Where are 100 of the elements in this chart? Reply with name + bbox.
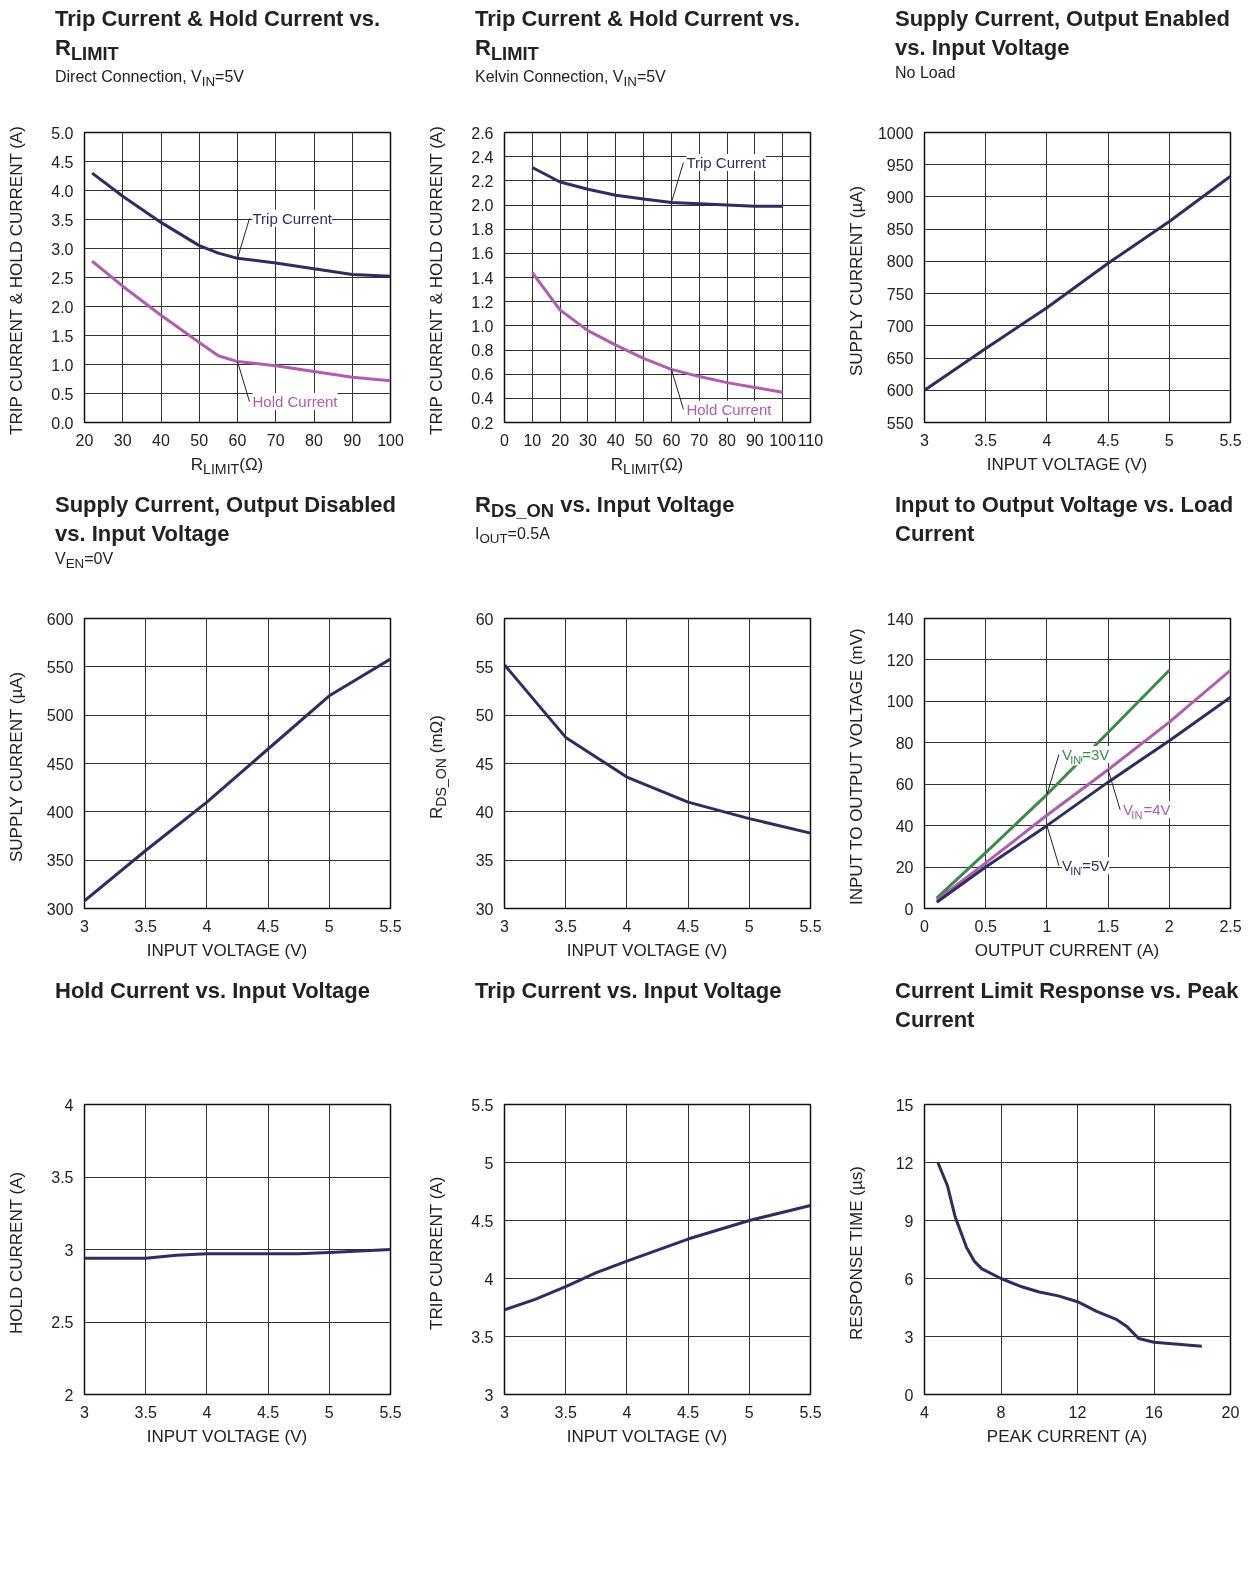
y-tick-label: 5.0 bbox=[51, 124, 74, 142]
line-series bbox=[90, 259, 391, 383]
x-axis-title: OUTPUT CURRENT (A) bbox=[974, 940, 1160, 962]
y-tick-label: 3.5 bbox=[471, 1328, 494, 1346]
y-tick-label: 600 bbox=[886, 382, 914, 400]
chart-title: Current Limit Response vs. Peak Current bbox=[895, 977, 1240, 1034]
y-tick-label: 55 bbox=[475, 658, 494, 676]
x-tick-label: 5 bbox=[324, 917, 334, 935]
chart-subtitle: V$_{EN}$=0V bbox=[55, 549, 115, 574]
y-tick-label: 4.0 bbox=[51, 182, 74, 200]
y-tick-label: 4 bbox=[484, 1270, 494, 1288]
y-tick-label: 5 bbox=[484, 1154, 494, 1172]
line-series bbox=[504, 1203, 811, 1312]
x-axis-title: R$_{LIMIT}$(Ω) bbox=[190, 454, 264, 480]
x-tick-label: 20 bbox=[75, 431, 94, 449]
x-tick-label: 3.5 bbox=[974, 431, 997, 449]
chart-title: Input to Output Voltage vs. Load Current bbox=[895, 491, 1235, 548]
y-tick-label: 1.4 bbox=[471, 269, 494, 287]
x-tick-label: 5 bbox=[1164, 431, 1174, 449]
y-tick-label: 1.5 bbox=[51, 327, 74, 345]
x-tick-label: 4.5 bbox=[1096, 431, 1120, 449]
y-tick-label: 15 bbox=[895, 1096, 914, 1114]
x-tick-label: 70 bbox=[690, 431, 709, 449]
line-series bbox=[935, 668, 1171, 900]
x-axis-title: INPUT VOLTAGE (V) bbox=[986, 454, 1148, 476]
y-tick-label: 700 bbox=[886, 317, 914, 335]
y-tick-label: 1.6 bbox=[471, 245, 494, 263]
x-tick-label: 8 bbox=[996, 1403, 1006, 1421]
x-tick-label: 40 bbox=[152, 431, 170, 449]
x-tick-label: 0 bbox=[500, 431, 510, 449]
y-tick-label: 1.0 bbox=[51, 356, 74, 374]
chart-subtitle: No Load bbox=[895, 63, 957, 84]
y-axis-title: HOLD CURRENT (A) bbox=[6, 1171, 27, 1335]
y-tick-label: 650 bbox=[886, 350, 914, 368]
x-tick-label: 50 bbox=[634, 431, 653, 449]
x-tick-label: 3.5 bbox=[554, 1403, 577, 1421]
y-tick-label: 850 bbox=[886, 221, 914, 239]
y-axis-title: SUPPLY CURRENT (µA) bbox=[846, 185, 867, 377]
x-tick-label: 3.5 bbox=[134, 1403, 157, 1421]
x-tick-label: 4 bbox=[202, 1403, 212, 1421]
x-tick-label: 4 bbox=[202, 917, 212, 935]
y-tick-label: 0.2 bbox=[471, 414, 494, 432]
y-tick-label: 0 bbox=[904, 1386, 914, 1404]
y-tick-label: 3 bbox=[64, 1241, 74, 1259]
y-tick-label: 40 bbox=[895, 817, 914, 835]
y-tick-label: 3.0 bbox=[51, 240, 74, 258]
x-tick-label: 3 bbox=[500, 917, 510, 935]
x-tick-label: 20 bbox=[1221, 1403, 1240, 1421]
x-tick-label: 90 bbox=[745, 431, 764, 449]
y-tick-label: 4.5 bbox=[51, 153, 74, 171]
y-tick-label: 4.5 bbox=[471, 1212, 494, 1230]
y-tick-label: 2.5 bbox=[51, 269, 74, 287]
y-tick-label: 400 bbox=[46, 803, 74, 821]
chart-subtitle: I$_{OUT}$=0.5A bbox=[475, 524, 551, 549]
y-tick-label: 450 bbox=[46, 755, 74, 773]
x-tick-label: 4.5 bbox=[676, 1403, 700, 1421]
line-series bbox=[84, 657, 391, 903]
x-tick-label: 3 bbox=[500, 1403, 510, 1421]
x-tick-label: 60 bbox=[228, 431, 247, 449]
y-tick-label: 5.5 bbox=[471, 1096, 494, 1114]
y-axis-title: TRIP CURRENT & HOLD CURRENT (A) bbox=[426, 126, 447, 436]
y-tick-label: 550 bbox=[886, 414, 914, 432]
y-tick-label: 950 bbox=[886, 156, 914, 174]
x-tick-label: 4 bbox=[920, 1403, 930, 1421]
y-tick-label: 2.5 bbox=[51, 1314, 74, 1331]
x-tick-label: 4.5 bbox=[676, 917, 700, 935]
x-axis-title: PEAK CURRENT (A) bbox=[986, 1426, 1148, 1448]
y-tick-label: 750 bbox=[886, 285, 914, 303]
x-tick-label: 0 bbox=[920, 917, 930, 935]
y-tick-label: 4 bbox=[64, 1096, 74, 1114]
chart-title: Trip Current & Hold Current vs. R$_{LIMIT}$ bbox=[475, 5, 802, 66]
y-tick-label: 40 bbox=[475, 803, 494, 821]
y-tick-label: 140 bbox=[886, 610, 914, 628]
x-tick-label: 3.5 bbox=[554, 917, 577, 935]
text: Trip Current bbox=[686, 154, 767, 172]
x-tick-label: 2 bbox=[1164, 917, 1174, 935]
y-tick-label: 2.0 bbox=[51, 298, 74, 316]
chart-title: R$_{DS_ON}$ vs. Input Voltage bbox=[475, 491, 735, 524]
x-tick-label: 110 bbox=[797, 431, 824, 449]
x-tick-label: 1 bbox=[1042, 917, 1052, 935]
x-axis-title: INPUT VOLTAGE (V) bbox=[566, 1426, 728, 1448]
y-tick-label: 12 bbox=[895, 1154, 914, 1172]
chart-title: Supply Current, Output Disabled vs. Input Voltage bbox=[55, 491, 397, 548]
y-tick-label: 3.5 bbox=[51, 211, 74, 229]
text: Trip Current bbox=[252, 209, 333, 227]
y-tick-label: 1.0 bbox=[471, 317, 494, 335]
y-tick-label: 2.4 bbox=[471, 148, 494, 166]
x-tick-label: 3 bbox=[920, 431, 930, 449]
x-axis-title: INPUT VOLTAGE (V) bbox=[566, 940, 728, 962]
x-tick-label: 5.5 bbox=[1219, 431, 1242, 449]
y-tick-label: 3.5 bbox=[51, 1169, 74, 1186]
y-tick-label: 500 bbox=[46, 707, 74, 725]
y-tick-label: 800 bbox=[886, 253, 914, 271]
y-tick-label: 600 bbox=[46, 610, 74, 628]
series-label: Hold Current bbox=[252, 393, 339, 411]
y-tick-label: 3 bbox=[904, 1328, 914, 1346]
chart-subtitle: Kelvin Connection, V$_{IN}$=5V bbox=[475, 66, 667, 91]
chart-title: Hold Current vs. Input Voltage bbox=[55, 977, 370, 1005]
y-tick-label: 9 bbox=[904, 1212, 914, 1230]
y-tick-label: 0.8 bbox=[471, 342, 494, 359]
